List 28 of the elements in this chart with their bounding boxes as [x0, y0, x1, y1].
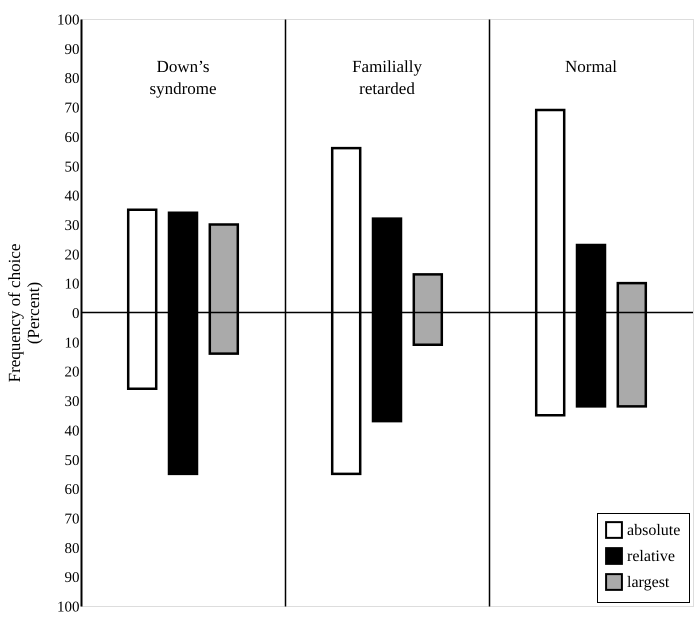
y-tick-label: 70: [64, 511, 80, 528]
y-tick-label: 40: [64, 423, 80, 440]
y-tick-label: 30: [64, 394, 80, 410]
legend-label: relative: [627, 548, 675, 565]
y-tick-label: 0: [72, 306, 80, 322]
y-tick-label: 20: [64, 364, 80, 381]
y-tick-label: 70: [64, 100, 80, 117]
y-tick-label: 80: [64, 540, 80, 557]
y-tick-label: 60: [64, 130, 80, 146]
y-tick-label: 10: [64, 335, 80, 352]
y-axis-title: Frequency of choice (Percent): [5, 244, 43, 382]
y-tick-label: 90: [64, 570, 80, 586]
y-tick-label: 100: [57, 12, 80, 28]
y-tick-label: 50: [64, 159, 80, 176]
y-tick-label: 80: [64, 71, 80, 88]
y-tick-label: 60: [64, 482, 80, 498]
x-tick-label: Familially retarded: [352, 57, 422, 98]
legend-label: largest: [627, 574, 670, 591]
legend-label: absolute: [627, 522, 680, 539]
x-tick-label: Down’s syndrome: [149, 57, 217, 98]
y-tick-label: 20: [64, 247, 80, 264]
y-tick-label: 100: [57, 600, 80, 616]
y-tick-label: 40: [64, 188, 80, 205]
y-tick-label: 10: [64, 276, 80, 293]
x-tick-label: Normal: [565, 57, 618, 76]
y-tick-label: 50: [64, 452, 80, 469]
y-tick-label: 90: [64, 42, 80, 58]
y-tick-label: 30: [64, 218, 80, 234]
